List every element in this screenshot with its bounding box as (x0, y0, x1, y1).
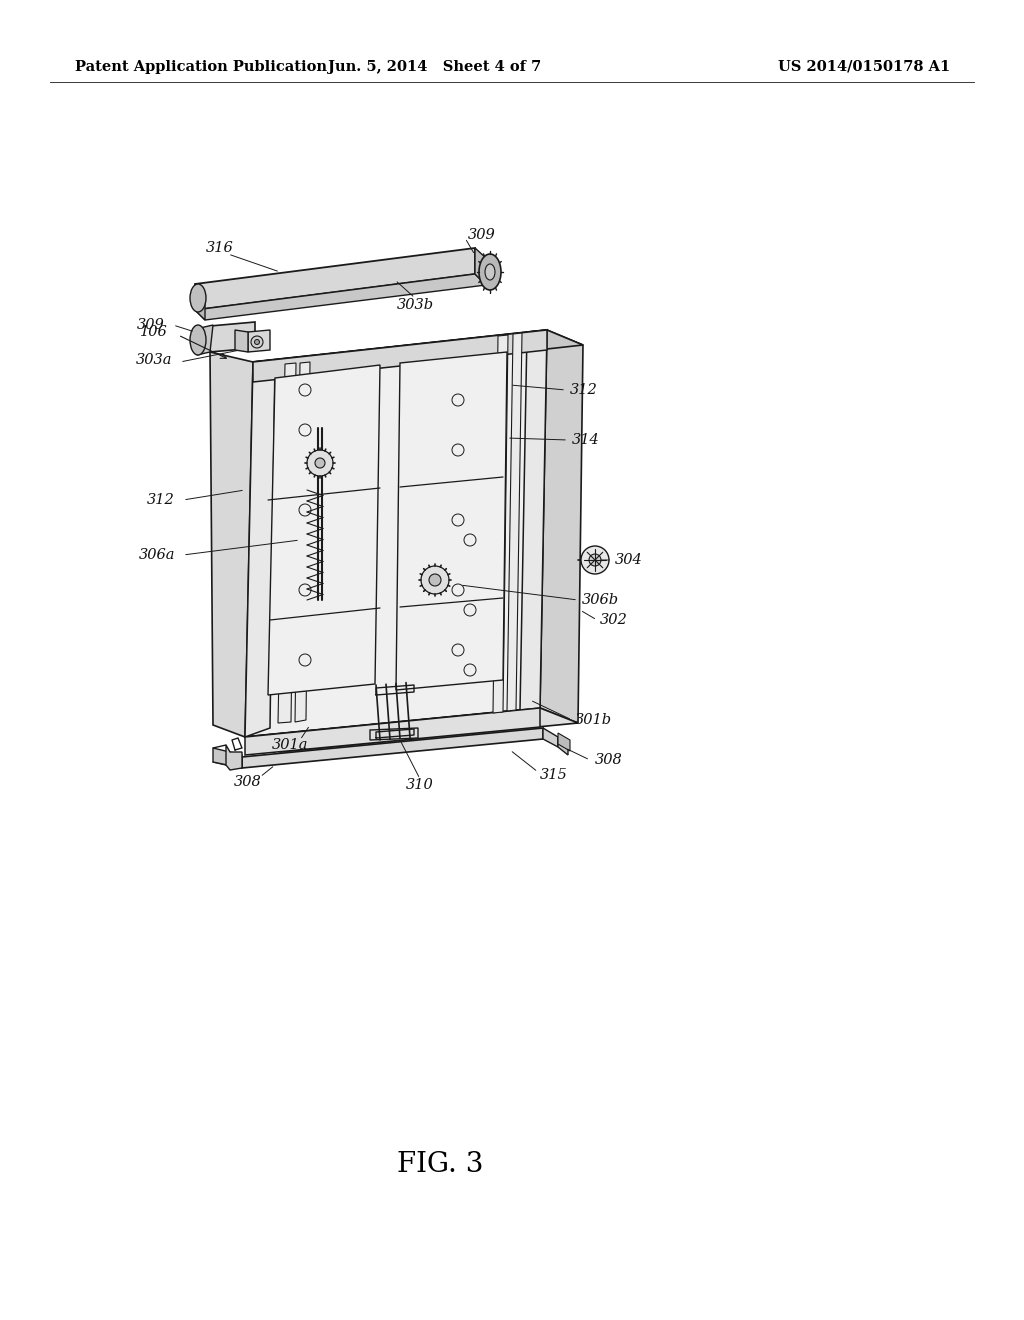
Text: FIG. 3: FIG. 3 (397, 1151, 483, 1177)
Polygon shape (278, 363, 296, 723)
Polygon shape (245, 708, 540, 755)
Ellipse shape (307, 450, 333, 477)
Ellipse shape (581, 546, 609, 574)
Text: 312: 312 (147, 492, 175, 507)
Ellipse shape (190, 284, 206, 312)
Polygon shape (295, 362, 310, 722)
Text: 306b: 306b (582, 593, 620, 607)
Polygon shape (540, 330, 583, 723)
Polygon shape (195, 248, 475, 310)
Ellipse shape (251, 337, 263, 348)
Polygon shape (253, 330, 583, 378)
Polygon shape (195, 284, 205, 319)
Polygon shape (226, 744, 242, 770)
Polygon shape (558, 737, 568, 755)
Ellipse shape (479, 253, 501, 290)
Text: 301b: 301b (575, 713, 612, 727)
Text: 301a: 301a (271, 738, 308, 752)
Text: Jun. 5, 2014   Sheet 4 of 7: Jun. 5, 2014 Sheet 4 of 7 (329, 59, 542, 74)
Ellipse shape (589, 554, 601, 566)
Polygon shape (396, 352, 507, 690)
Polygon shape (370, 729, 418, 741)
Text: 308: 308 (234, 775, 262, 789)
Polygon shape (507, 333, 522, 711)
Text: 315: 315 (540, 768, 567, 781)
Polygon shape (245, 708, 578, 752)
Polygon shape (195, 275, 486, 319)
Ellipse shape (429, 574, 441, 586)
Text: 310: 310 (407, 777, 434, 792)
Text: US 2014/0150178 A1: US 2014/0150178 A1 (778, 59, 950, 74)
Text: 312: 312 (570, 383, 598, 397)
Text: 306a: 306a (138, 548, 175, 562)
Text: 314: 314 (572, 433, 600, 447)
Polygon shape (475, 248, 486, 285)
Polygon shape (558, 733, 570, 751)
Polygon shape (268, 366, 380, 696)
Polygon shape (197, 325, 213, 355)
Polygon shape (493, 335, 508, 713)
Polygon shape (210, 352, 253, 737)
Polygon shape (242, 729, 543, 768)
Polygon shape (245, 330, 547, 737)
Text: 316: 316 (206, 242, 233, 255)
Text: 308: 308 (595, 752, 623, 767)
Ellipse shape (421, 566, 449, 594)
Polygon shape (253, 330, 547, 381)
Polygon shape (520, 330, 547, 710)
Text: 303b: 303b (396, 298, 433, 312)
Ellipse shape (255, 339, 259, 345)
Text: 303a: 303a (135, 352, 172, 367)
Polygon shape (543, 729, 558, 747)
Polygon shape (234, 330, 248, 352)
Text: 309: 309 (137, 318, 165, 333)
Ellipse shape (485, 264, 495, 280)
Text: 304: 304 (615, 553, 643, 568)
Polygon shape (248, 330, 270, 352)
Ellipse shape (190, 325, 206, 355)
Polygon shape (210, 322, 255, 352)
Text: Patent Application Publication: Patent Application Publication (75, 59, 327, 74)
Polygon shape (245, 360, 275, 737)
Text: 309: 309 (468, 228, 496, 242)
Ellipse shape (315, 458, 325, 469)
Text: 106: 106 (140, 325, 168, 339)
Polygon shape (213, 748, 242, 768)
Text: 302: 302 (600, 612, 628, 627)
